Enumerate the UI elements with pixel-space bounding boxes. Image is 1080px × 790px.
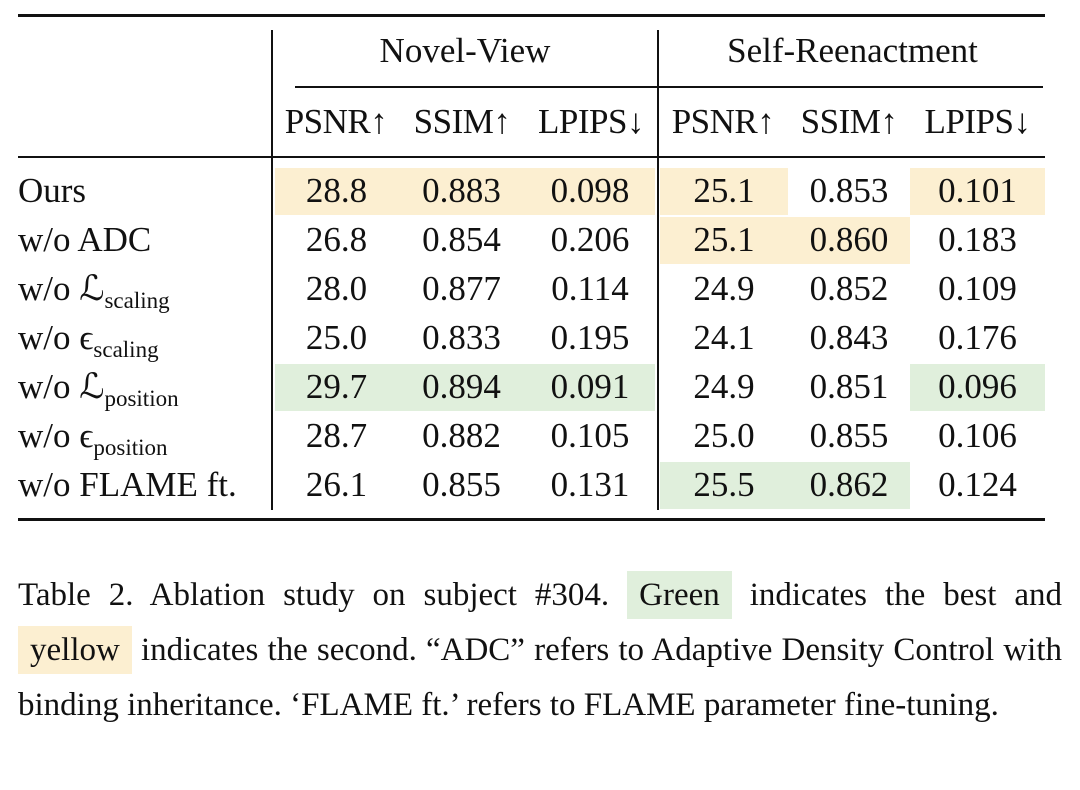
row-label: w/o FLAME ft.	[18, 465, 237, 505]
top-rule	[18, 14, 1045, 17]
cell: 0.852	[809, 269, 889, 308]
column-header: LPIPS↓	[924, 102, 1031, 141]
vertical-rule	[657, 30, 659, 510]
cell: 0.862	[809, 465, 889, 504]
highlight	[788, 462, 910, 509]
cell: 0.124	[938, 465, 1017, 504]
cell: 0.183	[938, 220, 1017, 259]
cell: 0.114	[551, 269, 629, 308]
cell: 0.853	[809, 171, 889, 210]
highlight	[660, 168, 788, 215]
cell: 0.854	[422, 220, 501, 259]
cell: 25.5	[693, 465, 755, 504]
cell: 0.843	[809, 318, 889, 357]
cell: 0.206	[550, 220, 630, 259]
caption-text: indicates the second. “ADC” refers to Ad…	[18, 632, 1062, 723]
cell: 25.0	[693, 416, 755, 455]
cell: 28.7	[305, 416, 368, 455]
row-label: w/o ℒposition	[18, 367, 179, 419]
row-label: w/o ADC	[18, 220, 151, 260]
cell: 24.9	[693, 367, 755, 406]
group-rule	[295, 86, 1043, 88]
row-label-text: w/o FLAME ft.	[18, 465, 237, 504]
highlight	[398, 168, 525, 215]
row-label-text: w/o ϵ	[18, 318, 94, 357]
cell: 25.1	[693, 171, 755, 210]
row-label: w/o ϵposition	[18, 416, 168, 468]
cell: 26.1	[305, 465, 368, 504]
caption-text: indicates the best and	[749, 577, 1062, 613]
caption-green: Green	[627, 571, 732, 619]
cell: 0.098	[550, 171, 630, 210]
highlight	[525, 364, 655, 411]
row-label: w/o ϵscaling	[18, 318, 159, 370]
cell: 0.105	[550, 416, 630, 455]
highlight	[525, 168, 655, 215]
cell: 0.894	[422, 367, 501, 406]
cell: 0.176	[938, 318, 1017, 357]
bottom-rule	[18, 518, 1045, 521]
row-label-text: w/o ℒ	[18, 367, 105, 406]
cell: 24.9	[693, 269, 755, 308]
cell: 25.1	[693, 220, 755, 259]
column-header: PSNR↑	[284, 102, 388, 141]
column-header: PSNR↑	[671, 102, 775, 141]
row-label-subscript: position	[104, 386, 179, 411]
highlight	[660, 462, 788, 509]
cell: 0.855	[809, 416, 889, 455]
cell: 0.877	[422, 269, 501, 308]
cell: 0.855	[422, 465, 501, 504]
cell: 0.096	[938, 367, 1017, 406]
highlight	[910, 168, 1045, 215]
cell: 0.851	[809, 367, 889, 406]
header-rule	[18, 156, 1045, 158]
cell: 25.0	[305, 318, 368, 357]
column-header: SSIM↑	[800, 102, 898, 141]
cell: 0.882	[422, 416, 501, 455]
cell: 29.7	[305, 367, 368, 406]
highlight	[788, 217, 910, 264]
cell: 28.0	[305, 269, 368, 308]
highlight	[660, 217, 788, 264]
cell: 0.101	[938, 171, 1017, 210]
cell: 0.833	[422, 318, 501, 357]
group-header: Novel-View	[379, 31, 551, 70]
cell: 0.131	[550, 465, 630, 504]
group-header: Self-Reenactment	[727, 31, 978, 70]
cell: 28.8	[305, 171, 368, 210]
row-label-text: Ours	[18, 171, 87, 210]
cell: 0.860	[809, 220, 889, 259]
caption-text: Table 2. Ablation study on subject #304.	[18, 577, 610, 613]
cell: 26.8	[305, 220, 368, 259]
cell: 0.109	[938, 269, 1017, 308]
cell: 0.883	[422, 171, 501, 210]
row-label-text: w/o ϵ	[18, 416, 94, 455]
row-label-subscript: position	[93, 435, 168, 460]
column-header: LPIPS↓	[538, 102, 644, 141]
highlight	[910, 364, 1045, 411]
vertical-rule	[271, 30, 273, 510]
column-header: SSIM↑	[413, 102, 511, 141]
row-label-text: w/o ADC	[18, 220, 152, 259]
highlight	[398, 364, 525, 411]
cell: 24.1	[693, 318, 755, 357]
cell: 0.091	[550, 367, 630, 406]
row-label: Ours	[18, 171, 86, 211]
cell: 0.106	[938, 416, 1017, 455]
caption-yellow: yellow	[18, 626, 132, 674]
highlight	[275, 364, 398, 411]
row-label-subscript: scaling	[104, 288, 170, 313]
cell: 0.195	[550, 318, 630, 357]
row-label: w/o ℒscaling	[18, 269, 170, 321]
highlight	[275, 168, 398, 215]
row-label-subscript: scaling	[93, 337, 159, 362]
caption: Table 2. Ablation study on subject #304.…	[18, 568, 1062, 733]
row-label-text: w/o ℒ	[18, 269, 105, 308]
